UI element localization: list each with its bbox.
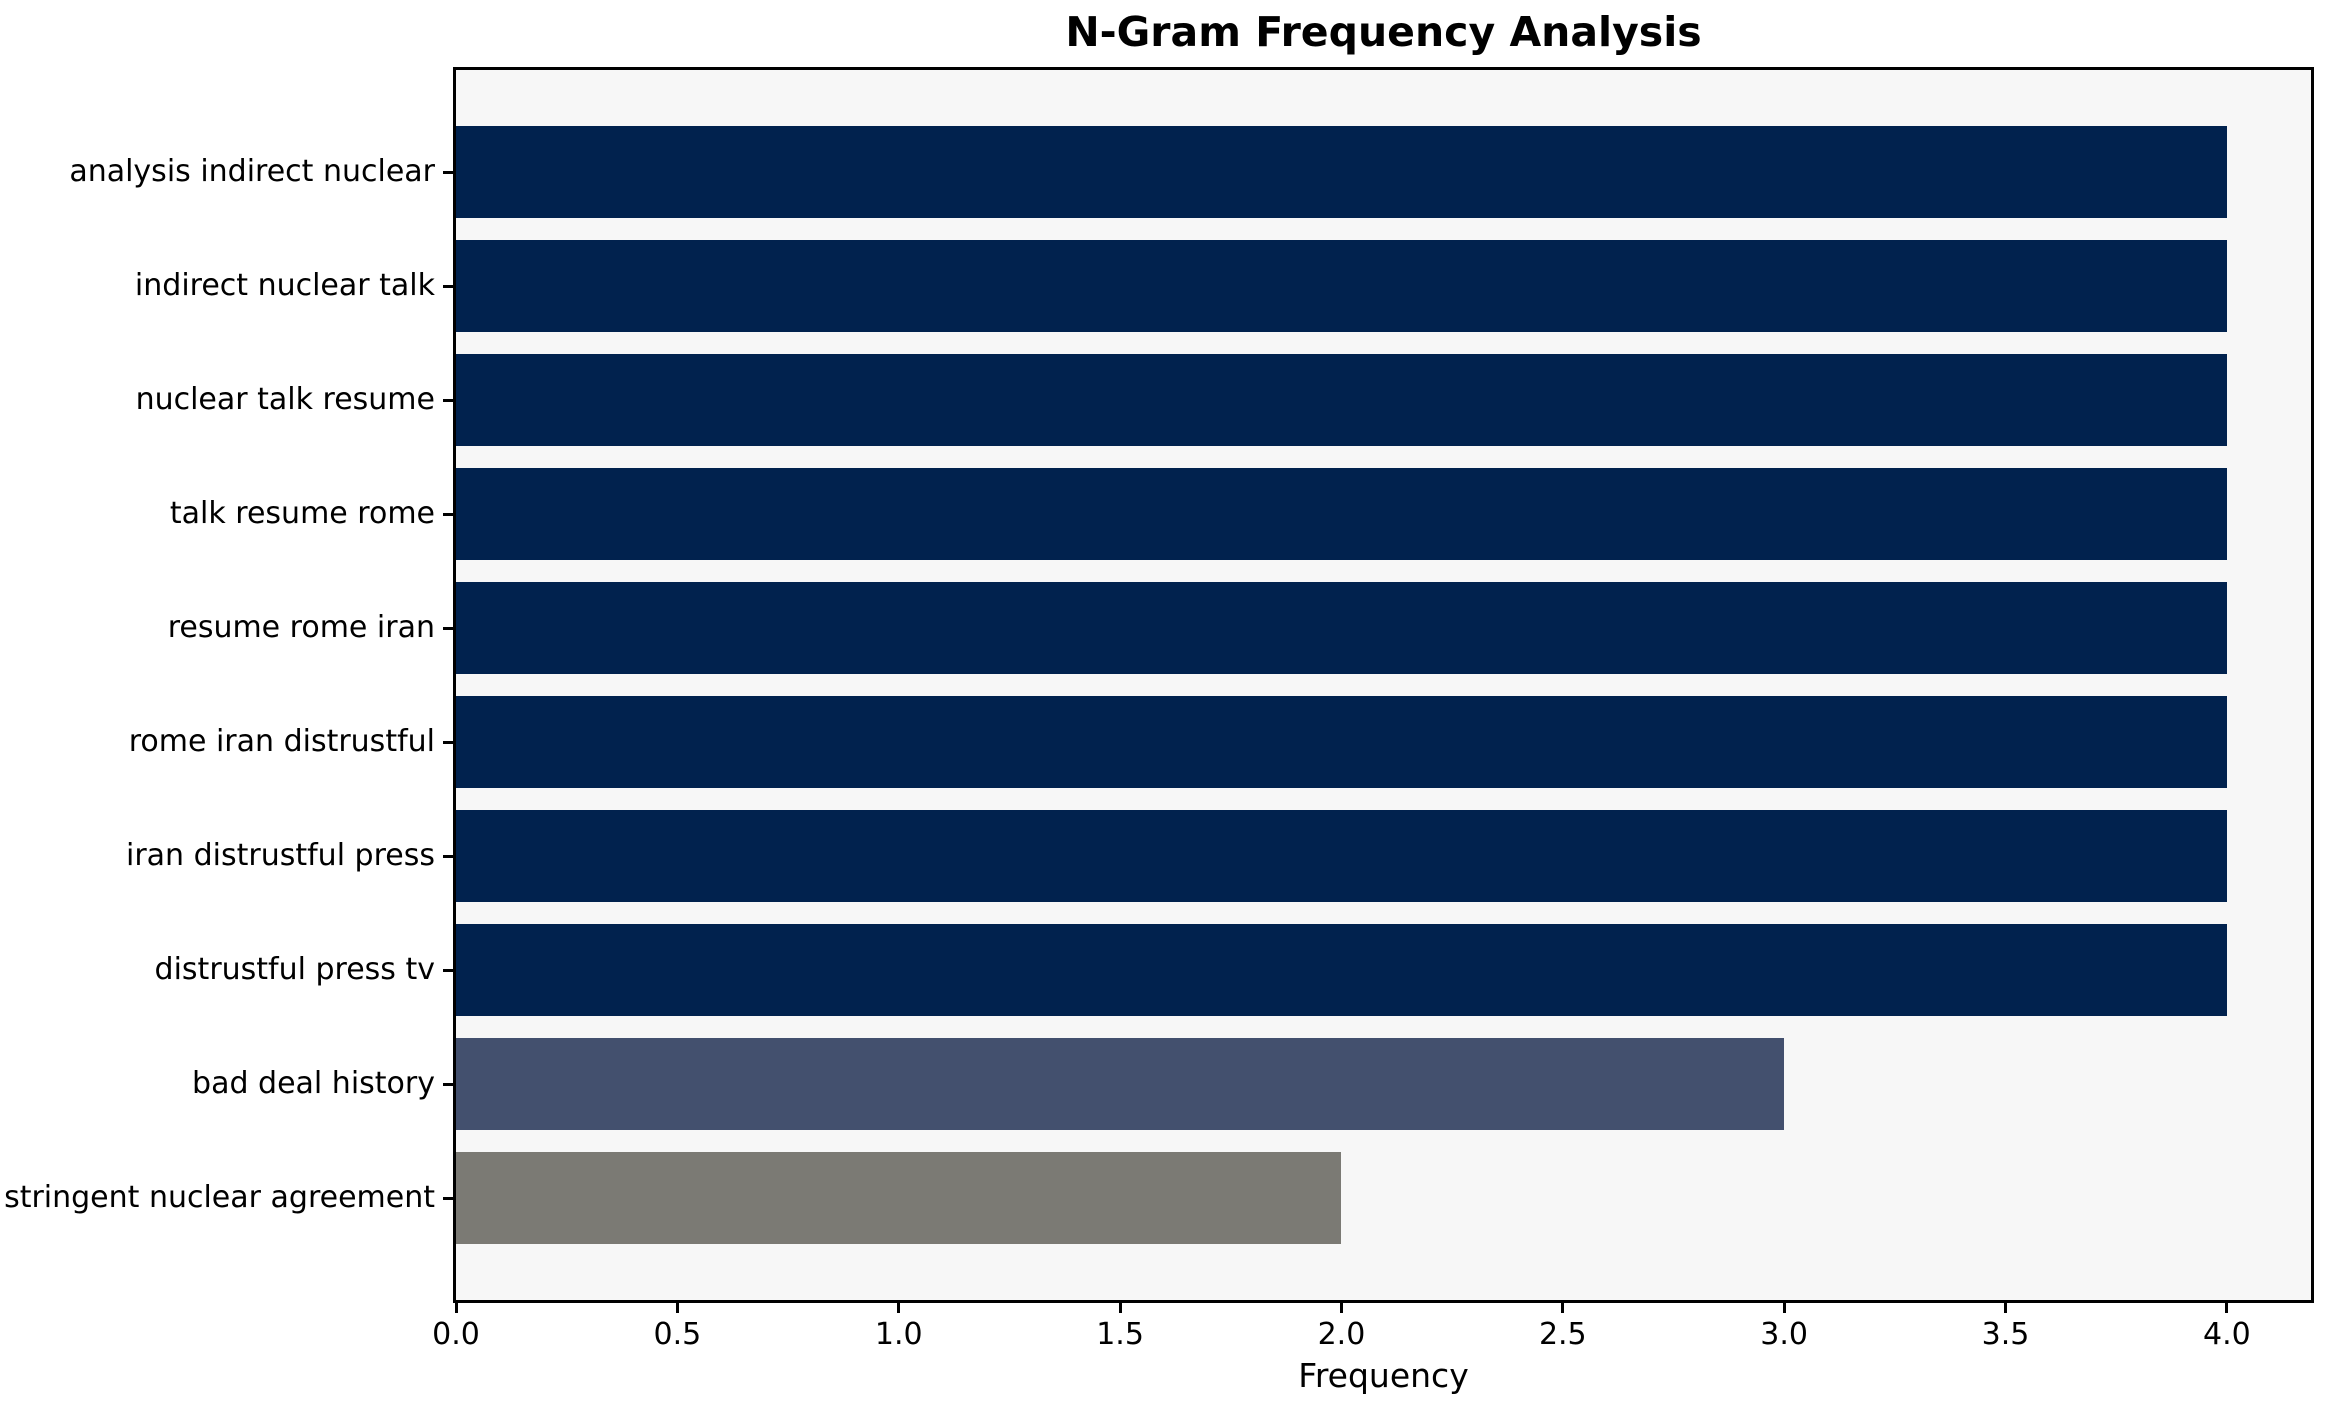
y-tick-label: nuclear talk resume bbox=[135, 382, 435, 417]
bar bbox=[456, 240, 2227, 332]
bar bbox=[456, 696, 2227, 788]
bar bbox=[456, 468, 2227, 560]
y-tick-label: analysis indirect nuclear bbox=[69, 154, 435, 189]
x-tick-mark bbox=[1782, 1303, 1786, 1313]
x-tick-mark bbox=[1118, 1303, 1122, 1313]
x-tick-mark bbox=[675, 1303, 679, 1313]
x-tick-label: 2.5 bbox=[1538, 1317, 1587, 1352]
bar bbox=[456, 354, 2227, 446]
y-tick-label: indirect nuclear talk bbox=[134, 268, 435, 303]
y-tick-mark bbox=[443, 968, 453, 972]
x-tick-mark bbox=[1339, 1303, 1343, 1313]
y-tick-label: rome iran distrustful bbox=[128, 724, 435, 759]
x-tick-label: 3.5 bbox=[1981, 1317, 2030, 1352]
y-tick-mark bbox=[443, 170, 453, 174]
bar bbox=[456, 126, 2227, 218]
x-tick-mark bbox=[897, 1303, 901, 1313]
bar bbox=[456, 1038, 1785, 1130]
y-tick-mark bbox=[443, 1082, 453, 1086]
chart-title: N-Gram Frequency Analysis bbox=[1065, 8, 1702, 56]
y-tick-label: bad deal history bbox=[192, 1066, 435, 1101]
x-tick-label: 3.0 bbox=[1760, 1317, 1809, 1352]
bar bbox=[456, 924, 2227, 1016]
x-tick-label: 2.0 bbox=[1317, 1317, 1366, 1352]
x-axis-label: Frequency bbox=[1298, 1356, 1469, 1395]
y-tick-label: stringent nuclear agreement bbox=[4, 1180, 435, 1215]
y-tick-label: distrustful press tv bbox=[154, 952, 435, 987]
y-tick-mark bbox=[443, 284, 453, 288]
x-tick-mark bbox=[2004, 1303, 2008, 1313]
x-tick-label: 1.0 bbox=[874, 1317, 923, 1352]
x-tick-mark bbox=[2225, 1303, 2229, 1313]
x-tick-label: 4.0 bbox=[2203, 1317, 2251, 1352]
x-tick-mark bbox=[1561, 1303, 1565, 1313]
bar bbox=[456, 582, 2227, 674]
y-tick-label: talk resume rome bbox=[169, 496, 435, 531]
x-tick-mark bbox=[454, 1303, 458, 1313]
y-tick-mark bbox=[443, 854, 453, 858]
y-tick-mark bbox=[443, 626, 453, 630]
x-tick-label: 0.0 bbox=[432, 1317, 480, 1352]
bar bbox=[456, 1152, 1342, 1244]
bar bbox=[456, 810, 2227, 902]
y-tick-mark bbox=[443, 512, 453, 516]
y-tick-mark bbox=[443, 1196, 453, 1200]
y-tick-mark bbox=[443, 398, 453, 402]
plot-area bbox=[453, 67, 2314, 1303]
x-tick-label: 1.5 bbox=[1096, 1317, 1144, 1352]
y-tick-mark bbox=[443, 740, 453, 744]
y-tick-label: resume rome iran bbox=[167, 610, 435, 645]
y-tick-label: iran distrustful press bbox=[126, 838, 435, 873]
x-tick-label: 0.5 bbox=[653, 1317, 702, 1352]
